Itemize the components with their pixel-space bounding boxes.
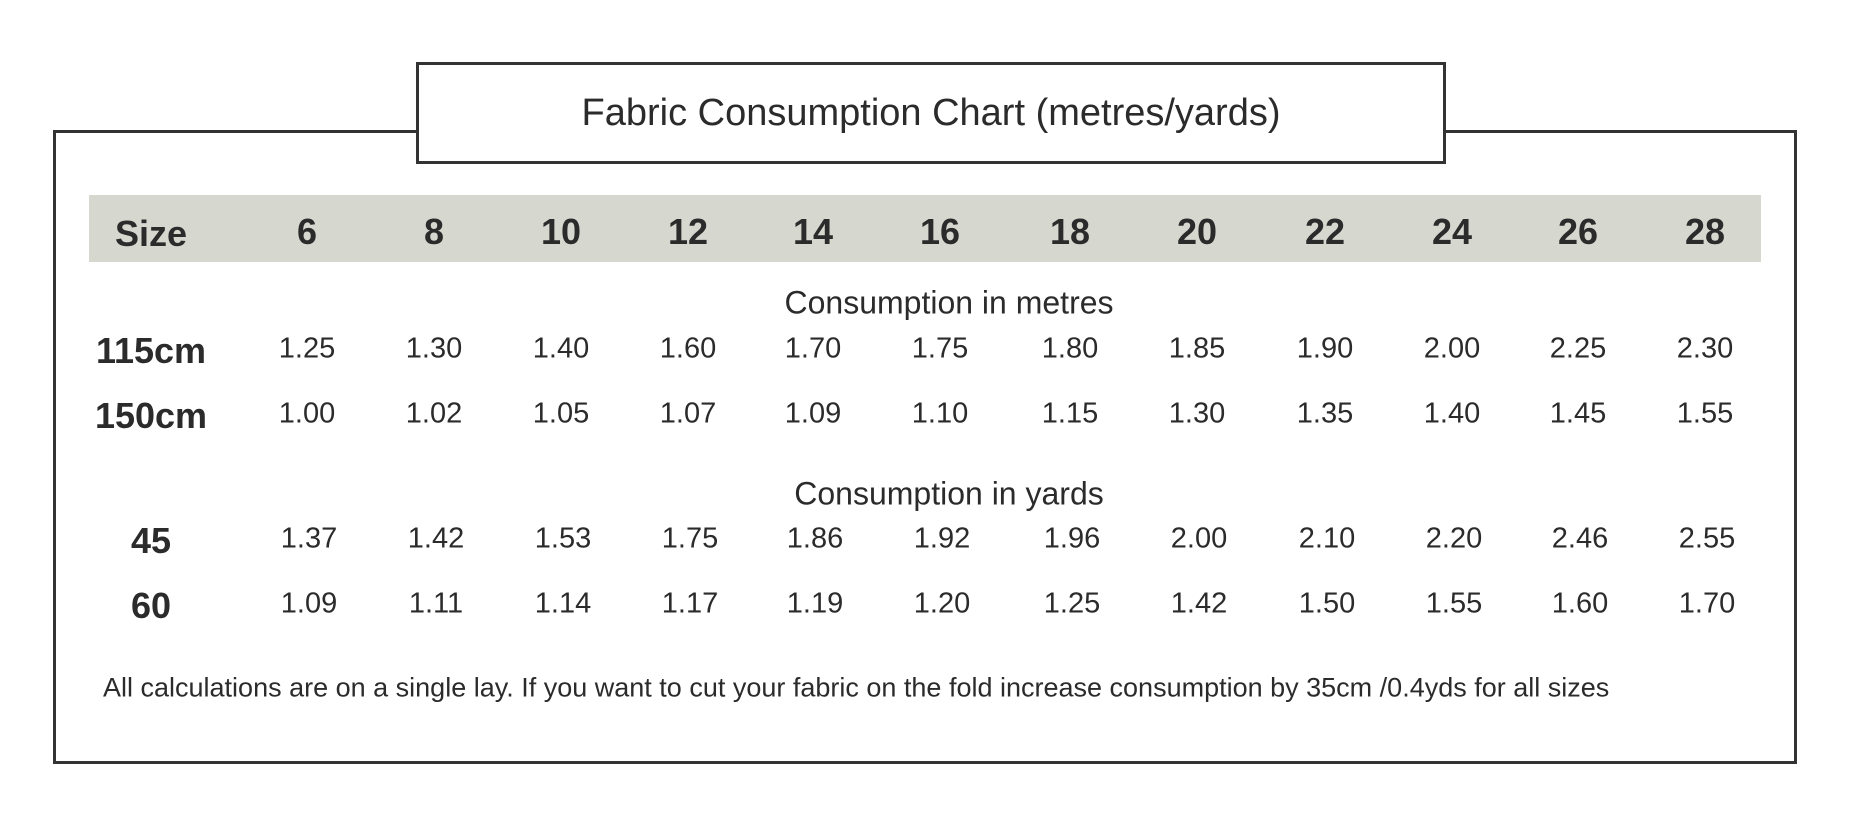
table-cell: 2.10 [1298, 522, 1356, 555]
table-cell: 1.07 [659, 397, 717, 430]
table-cell: 2.46 [1551, 522, 1609, 555]
table-cell: 1.19 [786, 587, 844, 620]
row-label: 45 [130, 520, 172, 561]
size-header-cell: 28 [1684, 211, 1726, 252]
table-cell: 1.00 [278, 397, 336, 430]
size-header-cell: 6 [296, 211, 318, 252]
table-cell: 1.30 [1168, 397, 1226, 430]
size-header-cell: 20 [1176, 211, 1218, 252]
row-label: 150cm [94, 395, 208, 436]
row-label: 60 [130, 585, 172, 626]
table-cell: 1.30 [405, 332, 463, 365]
table-cell: 1.25 [278, 332, 336, 365]
table-cell: 2.00 [1423, 332, 1481, 365]
table-cell: 1.05 [532, 397, 590, 430]
table-cell: 1.40 [532, 332, 590, 365]
size-header-cell: 22 [1304, 211, 1346, 252]
table-cell: 1.60 [659, 332, 717, 365]
size-header-cell: 12 [667, 211, 709, 252]
size-header-cell: 26 [1557, 211, 1599, 252]
table-cell: 1.55 [1425, 587, 1483, 620]
table-cell: 1.75 [911, 332, 969, 365]
table-cell: 1.42 [1170, 587, 1228, 620]
yards-section-heading: Consumption in yards [794, 475, 1104, 512]
row-label: 115cm [95, 330, 207, 371]
table-cell: 1.10 [911, 397, 969, 430]
table-cell: 1.11 [408, 587, 464, 620]
table-cell: 1.20 [913, 587, 971, 620]
table-cell: 1.09 [280, 587, 338, 620]
table-cell: 1.14 [534, 587, 592, 620]
table-cell: 1.53 [534, 522, 592, 555]
table-cell: 1.17 [661, 587, 719, 620]
table-cell: 2.20 [1425, 522, 1483, 555]
size-header-cell: 18 [1049, 211, 1091, 252]
table-cell: 1.45 [1549, 397, 1607, 430]
table-cell: 1.70 [1678, 587, 1736, 620]
table-cell: 2.25 [1549, 332, 1607, 365]
size-header-cell: 16 [919, 211, 961, 252]
table-cell: 2.00 [1170, 522, 1228, 555]
table-cell: 1.92 [913, 522, 971, 555]
table-cell: 1.50 [1298, 587, 1356, 620]
chart-title: Fabric Consumption Chart (metres/yards) [416, 62, 1446, 164]
footnote: All calculations are on a single lay. If… [103, 672, 1610, 703]
table-cell: 1.96 [1043, 522, 1101, 555]
table-cell: 1.35 [1296, 397, 1354, 430]
size-header-cell: 14 [792, 211, 834, 252]
table-cell: 1.42 [407, 522, 465, 555]
table-cell: 1.90 [1296, 332, 1354, 365]
table-cell: 1.55 [1676, 397, 1734, 430]
size-header-cell: 8 [423, 211, 445, 252]
table-cell: 1.15 [1041, 397, 1099, 430]
table-cell: 1.02 [405, 397, 463, 430]
table-cell: 2.30 [1676, 332, 1734, 365]
table-cell: 1.86 [786, 522, 844, 555]
metres-section-heading: Consumption in metres [784, 284, 1114, 321]
table-cell: 1.75 [661, 522, 719, 555]
size-header-cell: 24 [1431, 211, 1473, 252]
table-cell: 2.55 [1678, 522, 1736, 555]
table-cell: 1.80 [1041, 332, 1099, 365]
size-header-cell: 10 [540, 211, 582, 252]
table-cell: 1.09 [784, 397, 842, 430]
table-cell: 1.85 [1168, 332, 1226, 365]
size-header-label: Size [114, 213, 188, 254]
table-cell: 1.40 [1423, 397, 1481, 430]
table-cell: 1.60 [1551, 587, 1609, 620]
table-cell: 1.25 [1043, 587, 1101, 620]
table-cell: 1.37 [280, 522, 338, 555]
size-header-band [89, 195, 1761, 262]
table-cell: 1.70 [784, 332, 842, 365]
